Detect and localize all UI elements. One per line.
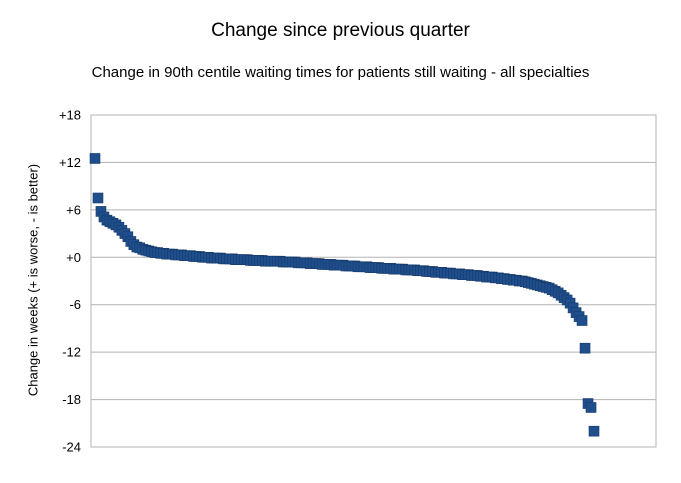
chart-title: Change since previous quarter xyxy=(211,20,470,41)
data-point xyxy=(89,153,101,164)
gridlines xyxy=(91,114,656,448)
y-tick-labels: +18 +12 +6 +0 -6 -12 -18 -24 xyxy=(59,108,81,455)
plot-area-border xyxy=(90,114,657,448)
y-tick-label: +6 xyxy=(66,202,81,217)
data-point xyxy=(92,192,104,204)
data-point xyxy=(576,315,588,326)
data-point xyxy=(588,425,600,437)
data-point xyxy=(585,402,597,413)
chart-subtitle: Change in 90th centile waiting times for… xyxy=(91,64,590,81)
y-tick-label: -18 xyxy=(62,392,81,407)
y-tick-label: -12 xyxy=(62,345,81,360)
y-tick-label: +12 xyxy=(59,155,81,170)
y-tick-label: -6 xyxy=(69,297,81,312)
y-tick-label: +0 xyxy=(66,250,81,265)
y-tick-label: +18 xyxy=(59,108,81,123)
y-tick-label: -24 xyxy=(62,440,81,455)
axes xyxy=(90,114,657,448)
data-points xyxy=(89,153,600,437)
data-point xyxy=(579,342,591,354)
